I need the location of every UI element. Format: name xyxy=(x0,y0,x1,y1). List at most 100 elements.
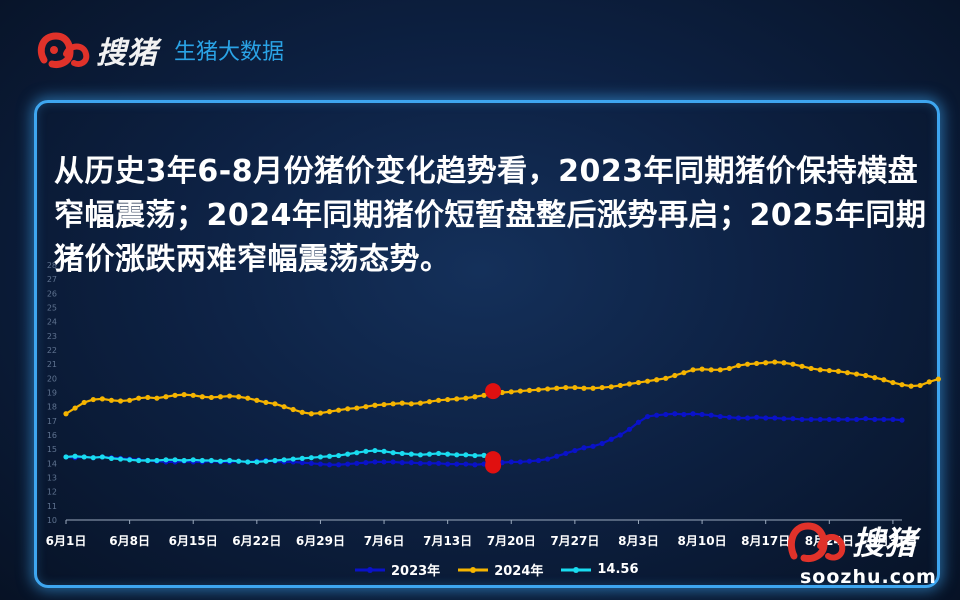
y-tick-label: 15 xyxy=(47,445,57,454)
data-point xyxy=(245,459,251,465)
data-point xyxy=(454,461,460,467)
data-point xyxy=(390,450,396,456)
data-point xyxy=(935,376,941,382)
y-tick-label: 13 xyxy=(47,474,57,483)
data-point xyxy=(163,457,169,463)
data-point xyxy=(190,392,196,398)
data-point xyxy=(554,453,560,459)
data-point xyxy=(817,416,823,423)
data-point xyxy=(408,460,414,466)
data-point xyxy=(417,452,423,458)
highlight-marker xyxy=(485,383,502,400)
data-point xyxy=(199,394,205,400)
data-point xyxy=(863,372,869,379)
watermark-brand: 搜猪 xyxy=(852,524,922,562)
data-point xyxy=(117,456,124,462)
data-point xyxy=(90,396,96,403)
data-point xyxy=(799,363,805,369)
y-tick-label: 27 xyxy=(47,275,57,284)
data-point xyxy=(263,458,269,464)
data-point xyxy=(899,382,905,388)
data-point xyxy=(199,457,205,464)
x-tick-label: 6月8日 xyxy=(109,534,150,548)
data-point xyxy=(108,455,115,461)
data-point xyxy=(926,379,932,385)
data-point xyxy=(254,459,260,465)
data-point xyxy=(644,413,651,420)
data-point xyxy=(99,396,105,402)
data-point xyxy=(336,452,342,459)
data-point xyxy=(463,395,469,401)
data-point xyxy=(835,416,841,423)
data-point xyxy=(681,370,687,376)
data-point xyxy=(208,394,214,401)
data-point xyxy=(108,397,115,403)
data-point xyxy=(299,455,305,461)
data-point xyxy=(345,461,351,467)
legend-swatch-2024-icon xyxy=(458,566,489,573)
data-point xyxy=(735,415,742,421)
data-point xyxy=(672,372,678,379)
data-point xyxy=(308,455,314,461)
data-point xyxy=(908,383,914,389)
x-tick-label: 6月29日 xyxy=(296,534,345,548)
data-point xyxy=(581,445,587,451)
legend-label-2023: 2023年 xyxy=(391,564,441,579)
data-point xyxy=(435,460,442,466)
data-point xyxy=(272,401,278,407)
brand-name: 搜猪 xyxy=(96,36,158,71)
data-point xyxy=(145,457,151,464)
data-point xyxy=(81,399,87,406)
data-point xyxy=(699,411,705,418)
y-tick-label: 19 xyxy=(47,389,57,398)
data-point xyxy=(217,394,224,400)
data-point xyxy=(208,457,214,464)
data-point xyxy=(354,460,360,466)
data-point xyxy=(754,414,760,420)
data-point xyxy=(681,411,687,418)
data-point xyxy=(226,457,233,464)
data-point xyxy=(590,385,596,391)
data-point xyxy=(426,460,433,466)
data-point xyxy=(672,411,678,417)
data-point xyxy=(581,385,587,391)
data-point xyxy=(853,416,860,423)
y-tick-label: 23 xyxy=(47,332,57,341)
data-point xyxy=(608,384,614,390)
x-tick-label: 6月1日 xyxy=(46,534,87,548)
data-point xyxy=(63,454,69,460)
data-point xyxy=(299,460,305,466)
data-point xyxy=(136,395,142,401)
data-point xyxy=(454,452,460,458)
data-point xyxy=(445,451,451,457)
data-point xyxy=(308,411,314,417)
pig-logo-icon xyxy=(37,32,90,68)
page-subtitle: 生猪大数据 xyxy=(174,40,285,65)
data-point xyxy=(654,377,660,383)
data-point xyxy=(526,458,533,464)
data-point xyxy=(281,457,287,463)
data-point xyxy=(172,457,178,463)
data-point xyxy=(790,361,796,367)
data-point xyxy=(354,405,360,411)
data-point xyxy=(445,461,451,467)
data-point xyxy=(872,416,878,423)
data-point xyxy=(763,360,769,366)
data-point xyxy=(772,359,778,365)
data-point xyxy=(154,395,160,401)
legend-label-2025: 14.56 xyxy=(597,562,639,577)
data-point xyxy=(154,457,160,464)
data-point xyxy=(272,457,278,464)
data-point xyxy=(72,453,78,459)
data-point xyxy=(754,360,760,367)
legend-item-2023: 2023年 xyxy=(355,560,440,579)
data-point xyxy=(290,456,296,462)
data-point xyxy=(572,447,578,454)
y-tick-label: 12 xyxy=(47,488,57,497)
data-point xyxy=(363,404,369,410)
data-point xyxy=(853,371,860,377)
y-tick-label: 14 xyxy=(47,459,57,468)
data-point xyxy=(472,452,478,459)
data-point xyxy=(426,451,433,457)
data-point xyxy=(263,399,269,406)
